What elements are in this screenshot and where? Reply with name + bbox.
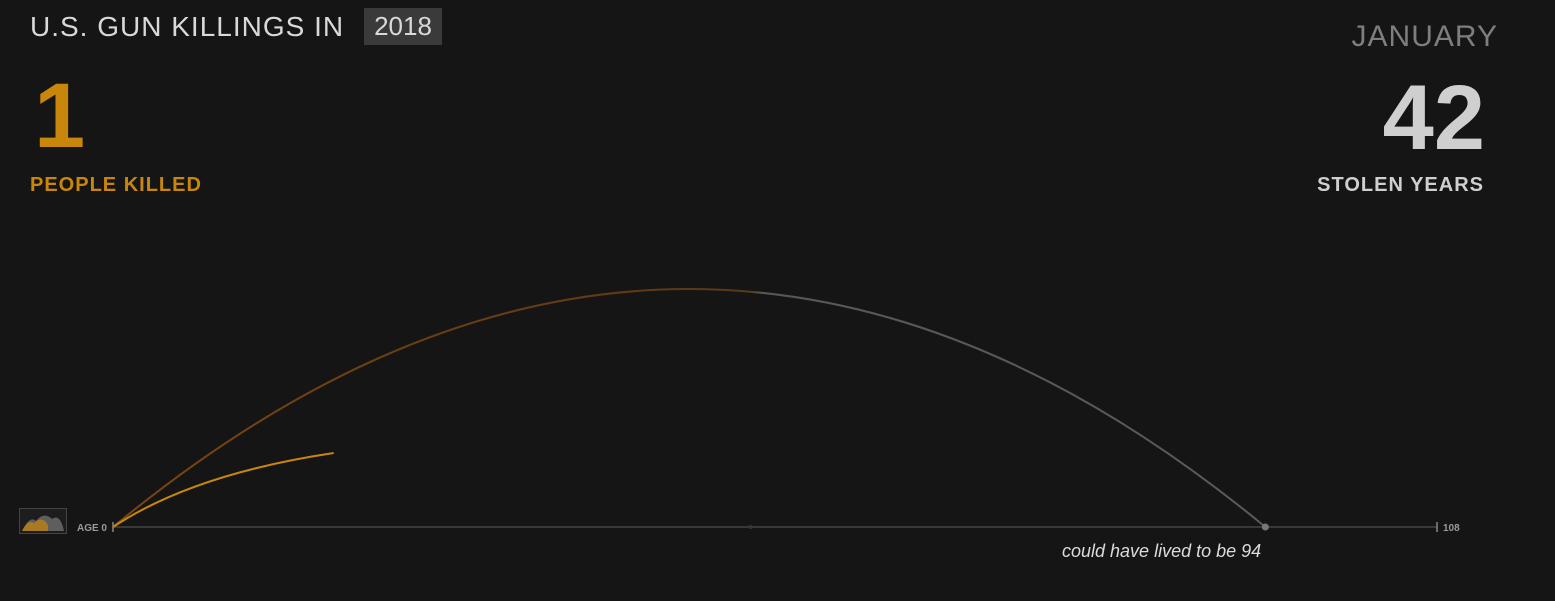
- page-title: U.S. GUN KILLINGS IN: [30, 10, 345, 42]
- people-killed-label: PEOPLE KILLED: [30, 174, 202, 196]
- stolen-years-label: STOLEN YEARS: [1317, 174, 1484, 196]
- mini-chart-icon: [22, 515, 64, 531]
- life-expectancy-caption: could have lived to be 94: [1062, 541, 1262, 561]
- people-killed-count: 1: [34, 65, 86, 167]
- stolen-years-count: 42: [1382, 67, 1485, 169]
- year-selector[interactable]: 2018: [364, 8, 442, 45]
- life-arc: [112, 288, 1267, 528]
- axis-end-label: 108: [1443, 523, 1460, 534]
- overview-thumbnail[interactable]: [19, 508, 67, 534]
- axis-start-label: AGE 0: [77, 523, 107, 534]
- arcs-layer: [112, 288, 1269, 531]
- lived-to-marker: [1261, 523, 1269, 531]
- month-label: JANUARY: [1351, 20, 1498, 53]
- title-row: U.S. GUN KILLINGS IN 2018: [30, 8, 442, 45]
- animating-arc: [112, 452, 334, 528]
- age-axis: AGE 0 108: [77, 522, 1460, 534]
- death-age-marker: [748, 525, 753, 529]
